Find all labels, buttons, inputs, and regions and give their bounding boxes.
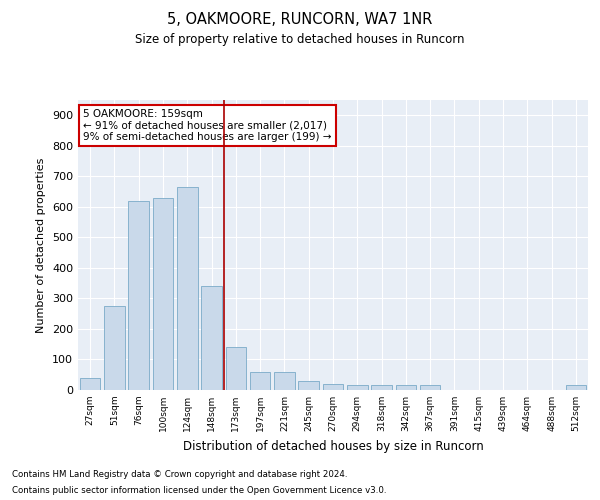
Text: Contains HM Land Registry data © Crown copyright and database right 2024.: Contains HM Land Registry data © Crown c… [12, 470, 347, 479]
Bar [371, 386, 392, 390]
Bar [177, 187, 197, 390]
Bar [201, 286, 222, 390]
Y-axis label: Number of detached properties: Number of detached properties [37, 158, 46, 332]
Bar [128, 200, 149, 390]
Bar [274, 372, 295, 390]
Bar [420, 386, 440, 390]
Text: Contains public sector information licensed under the Open Government Licence v3: Contains public sector information licen… [12, 486, 386, 495]
Text: 5 OAKMOORE: 159sqm
← 91% of detached houses are smaller (2,017)
9% of semi-detac: 5 OAKMOORE: 159sqm ← 91% of detached hou… [83, 108, 332, 142]
Bar [395, 386, 416, 390]
Bar [80, 378, 100, 390]
Bar [250, 372, 271, 390]
Bar [152, 198, 173, 390]
Text: 5, OAKMOORE, RUNCORN, WA7 1NR: 5, OAKMOORE, RUNCORN, WA7 1NR [167, 12, 433, 28]
Bar [566, 386, 586, 390]
Bar [226, 348, 246, 390]
Bar [323, 384, 343, 390]
Bar [104, 306, 125, 390]
X-axis label: Distribution of detached houses by size in Runcorn: Distribution of detached houses by size … [182, 440, 484, 452]
Text: Size of property relative to detached houses in Runcorn: Size of property relative to detached ho… [135, 32, 465, 46]
Bar [298, 381, 319, 390]
Bar [347, 386, 368, 390]
